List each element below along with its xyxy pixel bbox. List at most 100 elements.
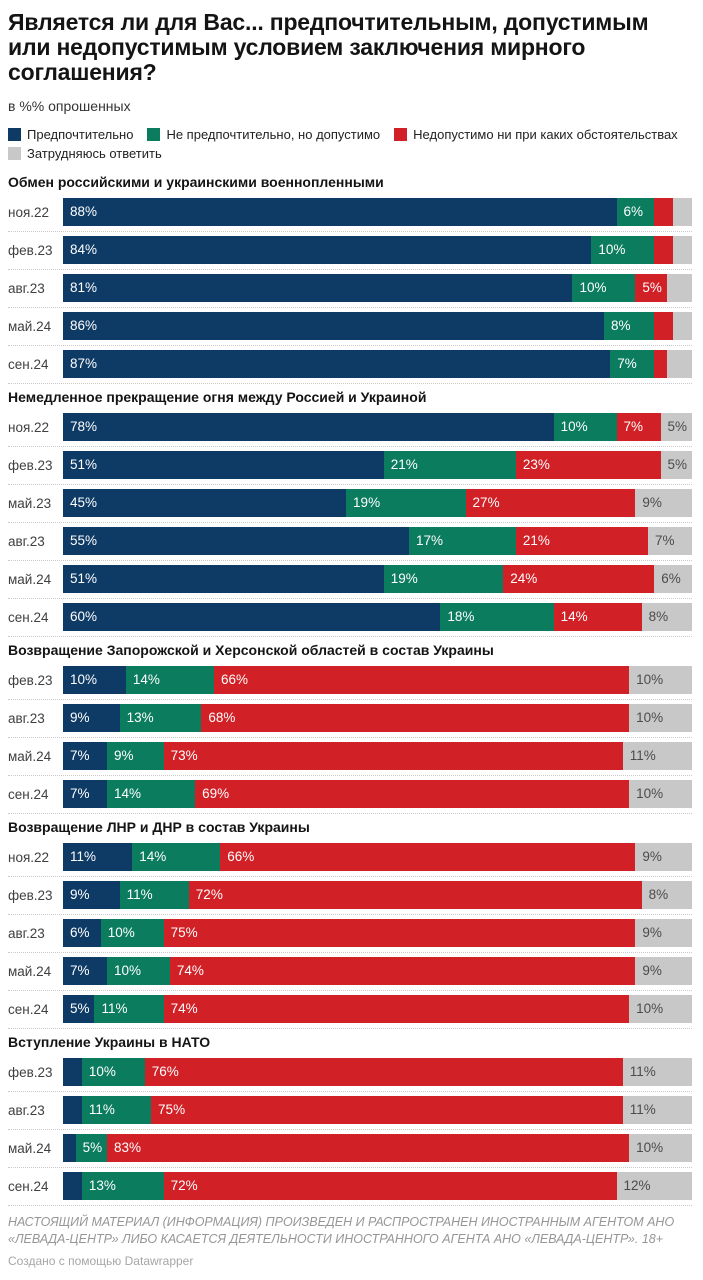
segment-value-label: 14% (114, 786, 142, 801)
segment-value-label: 11% (126, 887, 153, 902)
bar-segment-unacceptable: 69% (195, 780, 630, 808)
segment-value-label: 69% (202, 786, 230, 801)
row-date-label: сен.24 (8, 609, 49, 625)
stacked-bar: 60% 18% 14% 8% (63, 603, 692, 631)
bar-row: фев.23 10% 76% 11% (8, 1058, 692, 1092)
datawrapper-credit: Создано с помощью Datawrapper (8, 1254, 194, 1268)
row-date-label: авг.23 (8, 533, 45, 549)
bar-segment-dont-know: 10% (629, 780, 692, 808)
row-date-label: фев.23 (8, 1064, 53, 1080)
bar-segment-dont-know (666, 350, 692, 378)
bar-segment-unacceptable: 24% (503, 565, 655, 593)
bar-segment-dont-know: 9% (635, 843, 692, 871)
bar-row: авг.23 81% 10% 5% (8, 274, 692, 308)
bar-segment-acceptable: 14% (125, 666, 214, 694)
segment-value-label: 74% (176, 963, 204, 978)
bar-segment-preferable: 88% (63, 198, 617, 226)
stacked-bar: 6% 10% 75% 9% (63, 919, 692, 947)
bar-segment-unacceptable: 76% (144, 1058, 623, 1086)
section-title: Возвращение ЛНР и ДНР в состав Украины (8, 819, 310, 835)
bar-segment-acceptable: 18% (440, 603, 554, 631)
stacked-bar: 9% 13% 68% 10% (63, 704, 692, 732)
bar-segment-acceptable: 5% (75, 1134, 108, 1162)
bar-segment-preferable: 60% (63, 603, 441, 631)
segment-value-label: 55% (70, 533, 98, 548)
bar-segment-acceptable: 9% (107, 742, 164, 770)
segment-value-label: 10% (560, 419, 588, 434)
row-date-label: май.24 (8, 963, 52, 979)
legend-swatch-blue-icon (8, 127, 21, 141)
segment-value-label: 5% (667, 457, 688, 472)
bar-segment-dont-know (673, 312, 692, 340)
bar-segment-dont-know: 11% (622, 742, 692, 770)
row-date-label: май.24 (8, 571, 52, 587)
bar-segment-preferable: 6% (63, 919, 101, 947)
segment-value-label: 23% (522, 457, 550, 472)
bar-segment-preferable: 81% (63, 274, 573, 302)
row-date-label: май.24 (8, 748, 52, 764)
bar-segment-unacceptable: 14% (553, 603, 642, 631)
row-date-label: сен.24 (8, 1001, 49, 1017)
stacked-bar: 51% 21% 23% 5% (63, 451, 692, 479)
bar-segment-unacceptable: 83% (107, 1134, 630, 1162)
legend-label: Затрудняюсь ответить (27, 145, 162, 161)
segment-value-label: 7% (70, 963, 90, 978)
bar-segment-dont-know: 10% (629, 704, 692, 732)
bar-segment-acceptable: 11% (119, 881, 189, 909)
bar-segment-unacceptable: 72% (188, 881, 642, 909)
segment-value-label: 11% (629, 1064, 656, 1079)
row-date-label: ноя.22 (8, 419, 50, 435)
bar-segment-unacceptable: 21% (515, 527, 648, 555)
bar-segment-dont-know: 10% (629, 995, 692, 1023)
legend-item-dont-know: Затрудняюсь ответить (8, 145, 162, 161)
row-date-label: май.23 (8, 495, 52, 511)
bar-row: сен.24 87% 7% (8, 350, 692, 384)
bar-row: сен.24 60% 18% 14% 8% (8, 603, 692, 637)
bar-segment-unacceptable (654, 312, 674, 340)
bar-segment-preferable: 9% (63, 881, 120, 909)
bar-segment-acceptable: 19% (346, 489, 466, 517)
stacked-bar: 13% 72% 12% (63, 1172, 692, 1200)
segment-value-label: 14% (139, 849, 167, 864)
section-title: Вступление Украины в НАТО (8, 1034, 211, 1050)
row-date-label: фев.23 (8, 672, 53, 688)
bar-segment-dont-know: 11% (622, 1096, 692, 1124)
segment-value-label: 74% (170, 1001, 198, 1016)
row-date-label: сен.24 (8, 1178, 49, 1194)
bar-segment-preferable: 5% (63, 995, 95, 1023)
legend-label: Предпочтительно (27, 126, 134, 142)
chart-section: Немедленное прекращение огня между Росси… (8, 389, 692, 637)
bar-segment-acceptable: 10% (553, 413, 617, 441)
segment-value-label: 10% (114, 963, 142, 978)
bar-segment-dont-know: 5% (660, 413, 692, 441)
bar-segment-preferable (63, 1134, 76, 1162)
bar-segment-unacceptable (654, 350, 667, 378)
segment-value-label: 9% (642, 963, 662, 978)
bar-segment-preferable: 10% (63, 666, 126, 694)
bar-segment-preferable (63, 1172, 82, 1200)
row-date-label: ноя.22 (8, 849, 50, 865)
bar-row: фев.23 84% 10% (8, 236, 692, 270)
segment-value-label: 21% (522, 533, 550, 548)
segment-value-label: 76% (151, 1064, 179, 1079)
row-date-label: ноя.22 (8, 204, 50, 220)
segment-value-label: 8% (648, 609, 669, 624)
segment-value-label: 10% (598, 242, 626, 257)
segment-value-label: 10% (636, 786, 664, 801)
stacked-bar: 81% 10% 5% (63, 274, 692, 302)
legend: Предпочтительно Не предпочтительно, но д… (8, 126, 692, 161)
legend-swatch-red-icon (394, 127, 408, 141)
segment-value-label: 83% (114, 1140, 142, 1155)
stacked-bar: 10% 14% 66% 10% (63, 666, 692, 694)
section-title: Немедленное прекращение огня между Росси… (8, 389, 427, 405)
bar-row: ноя.22 78% 10% 7% 5% (8, 413, 692, 447)
row-date-label: сен.24 (8, 356, 49, 372)
row-date-label: сен.24 (8, 786, 49, 802)
bar-segment-unacceptable: 68% (201, 704, 630, 732)
segment-value-label: 8% (610, 318, 631, 333)
bar-segment-acceptable: 11% (94, 995, 164, 1023)
bar-segment-acceptable: 10% (100, 919, 164, 947)
segment-value-label: 60% (70, 609, 98, 624)
bar-segment-unacceptable: 66% (220, 843, 636, 871)
